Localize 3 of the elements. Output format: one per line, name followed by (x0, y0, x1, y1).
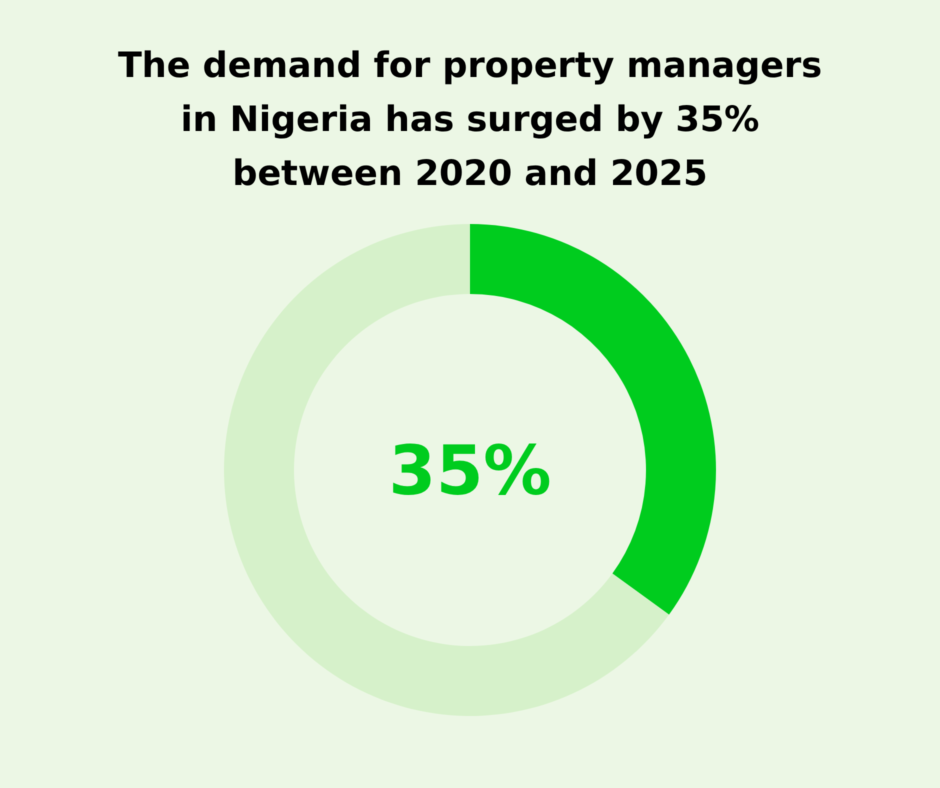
text: 35% (388, 432, 552, 511)
donut-slice (224, 224, 670, 716)
chart-title: The demand for property managers in Nigeria has surged by 35% between 2020 and 2025 (118, 46, 822, 194)
